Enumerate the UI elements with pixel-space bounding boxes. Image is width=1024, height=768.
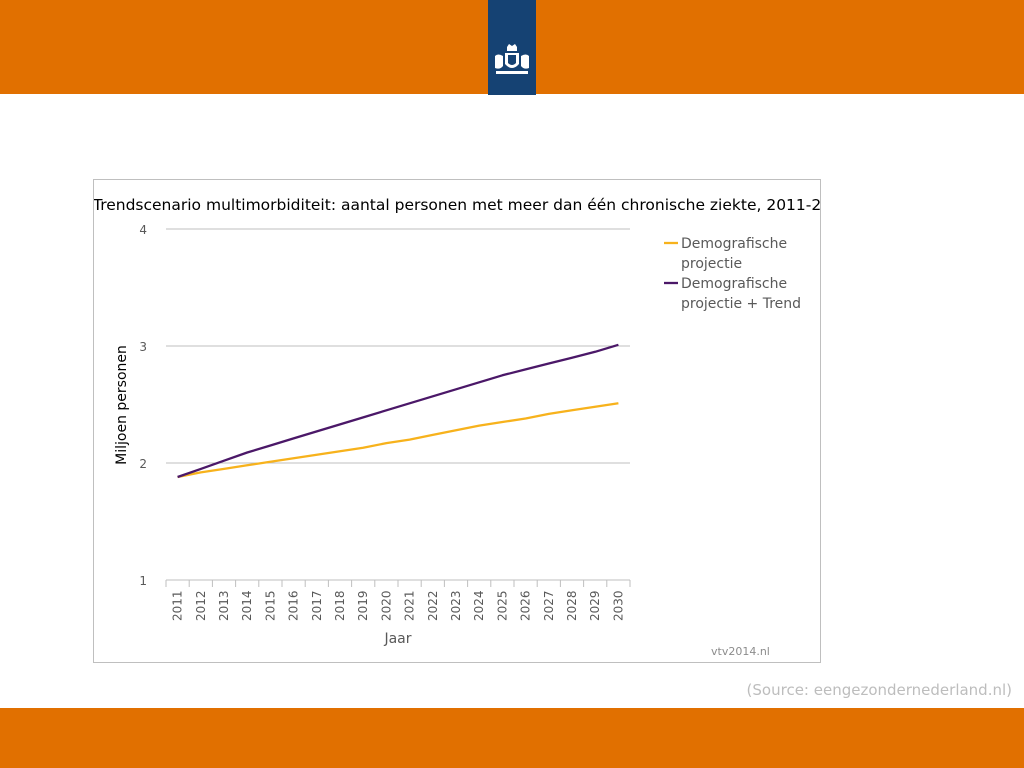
x-tick-label: 2025 bbox=[495, 590, 509, 621]
x-tick-label: 2019 bbox=[356, 590, 370, 621]
x-tick-label: 2016 bbox=[287, 590, 301, 621]
line-chart: Trendscenario multimorbiditeit: aantal p… bbox=[94, 196, 822, 658]
dutch-coat-of-arms-icon bbox=[495, 44, 529, 74]
source-note: (Source: eengezondernederland.nl) bbox=[746, 681, 1012, 699]
x-tick-label: 2023 bbox=[449, 590, 463, 621]
x-tick-label: 2014 bbox=[240, 590, 254, 621]
y-axis-label: Miljoen personen bbox=[114, 345, 130, 465]
bottom-orange-bar bbox=[0, 708, 1024, 768]
y-tick-label: 2 bbox=[139, 457, 147, 471]
chart-credit: vtv2014.nl bbox=[711, 645, 770, 658]
x-tick-label: 2024 bbox=[472, 590, 486, 621]
x-tick-label: 2013 bbox=[217, 590, 231, 621]
x-tick-label: 2027 bbox=[542, 590, 556, 621]
x-tick-label: 2022 bbox=[426, 590, 440, 621]
legend-label: Demografische bbox=[681, 276, 787, 292]
x-tick-label: 2021 bbox=[403, 590, 417, 621]
legend-label: projectie + Trend bbox=[681, 296, 801, 312]
x-tick-label: 2018 bbox=[333, 590, 347, 621]
chart-title: Trendscenario multimorbiditeit: aantal p… bbox=[94, 196, 822, 214]
x-axis-label: Jaar bbox=[383, 631, 411, 647]
chart-frame: Trendscenario multimorbiditeit: aantal p… bbox=[93, 179, 822, 663]
legend-label: projectie bbox=[681, 256, 742, 272]
x-tick-label: 2020 bbox=[379, 590, 393, 621]
x-tick-label: 2026 bbox=[519, 590, 533, 621]
legend: Demografische projectie Demografische proje… bbox=[664, 236, 801, 312]
x-tick-label: 2012 bbox=[194, 590, 208, 621]
legend-label: Demografische bbox=[681, 236, 787, 252]
x-tick-label: 2011 bbox=[171, 590, 185, 621]
x-tick-label: 2017 bbox=[310, 590, 324, 621]
series-line bbox=[177, 343, 619, 479]
y-tick-label: 1 bbox=[139, 574, 147, 588]
x-tick-label: 2028 bbox=[565, 590, 579, 621]
y-tick-label: 3 bbox=[139, 340, 147, 354]
x-tick-label: 2015 bbox=[263, 590, 277, 621]
x-tick-label: 2029 bbox=[588, 590, 602, 621]
series-line bbox=[177, 402, 619, 479]
government-logo bbox=[488, 0, 536, 95]
y-tick-label: 4 bbox=[139, 223, 147, 237]
x-tick-label: 2030 bbox=[611, 590, 625, 621]
